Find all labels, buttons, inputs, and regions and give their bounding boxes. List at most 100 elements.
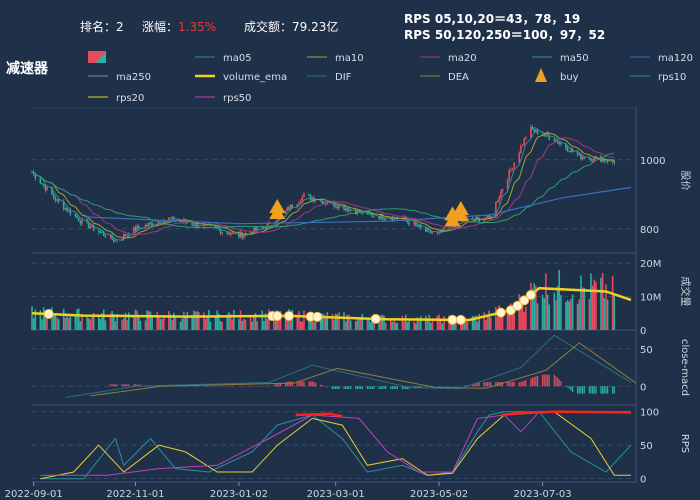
- volume-bar: [109, 313, 112, 330]
- volume-bar: [173, 312, 175, 330]
- candle-body: [76, 216, 78, 218]
- volume-bar: [441, 323, 444, 330]
- candle-body: [34, 173, 37, 179]
- candle-body: [256, 227, 259, 231]
- legend-label-ma120: ma120: [658, 53, 693, 64]
- rank-label: 排名：: [80, 20, 117, 34]
- volume-bar: [233, 309, 235, 330]
- candle-body: [276, 220, 279, 223]
- volume-bar: [346, 314, 349, 330]
- volume-bar: [588, 299, 591, 330]
- volume-bar: [465, 318, 467, 330]
- candle-body: [56, 199, 58, 201]
- volume-bar: [533, 283, 536, 330]
- volume-bar: [57, 319, 60, 330]
- volume-bar: [451, 322, 454, 330]
- candle-body: [284, 209, 287, 215]
- candle-body: [533, 129, 536, 132]
- volume-bar: [191, 315, 193, 330]
- candle-body: [286, 207, 289, 210]
- candle-body: [521, 145, 524, 147]
- volume-bar: [605, 284, 607, 330]
- volume-bar: [358, 317, 360, 330]
- candle-body: [198, 226, 200, 228]
- volume-bar: [209, 321, 212, 330]
- candle-body: [323, 202, 325, 204]
- legend-item-ma50: ma50: [532, 53, 589, 64]
- candle-body: [591, 160, 594, 162]
- candle-body: [424, 227, 427, 232]
- candle-body: [191, 222, 193, 226]
- legend-label-rps50: rps50: [223, 93, 251, 104]
- candle-body: [314, 200, 317, 202]
- volume-bar: [139, 320, 142, 330]
- volume-bar: [116, 313, 118, 330]
- volume-bar: [331, 313, 334, 330]
- volume-bar: [203, 312, 205, 330]
- candle-body: [112, 239, 115, 242]
- volume-bar: [543, 298, 546, 330]
- volume-bar: [64, 317, 67, 330]
- candle-body: [111, 235, 113, 240]
- xtick-label-1: 2022-11-01: [106, 489, 164, 500]
- ytick-label: 50: [640, 441, 653, 452]
- legend-item-rps50: rps50: [195, 93, 251, 104]
- candle-body: [101, 232, 103, 234]
- candle-body: [565, 143, 567, 149]
- candle-body: [74, 214, 77, 217]
- volume-bar: [231, 319, 234, 330]
- volume-bar: [394, 322, 397, 330]
- volume-bar: [132, 315, 135, 330]
- candle-body: [389, 218, 392, 220]
- candle-body: [326, 203, 329, 205]
- legend-label-ma20: ma20: [448, 53, 477, 64]
- volume-bar: [92, 312, 95, 330]
- candle-body: [214, 225, 217, 228]
- candle-body: [186, 222, 188, 224]
- candle-body: [333, 201, 335, 207]
- volume-bar: [39, 310, 42, 330]
- candle-body: [303, 193, 305, 198]
- volume-bar: [383, 315, 385, 330]
- volume-bar: [326, 312, 329, 330]
- volume-marker: [447, 314, 458, 325]
- legend-label-buy: buy: [560, 72, 579, 83]
- volume-bar: [266, 319, 269, 330]
- candle-body: [520, 146, 522, 153]
- volume-bar: [89, 319, 92, 330]
- volume-bar: [299, 321, 302, 330]
- candle-body: [126, 234, 128, 236]
- volume-bar: [334, 313, 337, 330]
- volume-bar: [273, 317, 275, 330]
- volume-bar: [333, 319, 335, 330]
- volume-bar: [218, 313, 220, 330]
- volume-bar: [473, 316, 475, 330]
- volume-bar: [439, 319, 442, 330]
- volume-bar: [498, 305, 500, 330]
- candle-body: [221, 232, 223, 234]
- volume-bar: [122, 318, 125, 330]
- volume-marker: [495, 307, 506, 318]
- candle-body: [66, 208, 68, 212]
- candle-body: [508, 170, 510, 180]
- candle-body: [548, 135, 551, 140]
- candle-body: [54, 197, 57, 201]
- turnover-value: 79.23亿: [292, 20, 339, 34]
- candle-body: [44, 185, 47, 191]
- volume-bar: [183, 311, 185, 330]
- volume-bar: [62, 308, 65, 330]
- volume-bar: [99, 319, 102, 330]
- candle-body: [109, 235, 112, 238]
- volume-bar: [314, 320, 317, 330]
- legend-item-ma10: ma10: [307, 53, 364, 64]
- change-label: 涨幅：: [142, 20, 179, 34]
- volume-bar: [566, 299, 569, 330]
- volume-bar: [413, 321, 415, 330]
- candle-body: [81, 219, 83, 224]
- volume-bar: [523, 311, 525, 330]
- volume-bar: [226, 314, 229, 330]
- volume-bar: [565, 301, 567, 330]
- candle-body: [298, 202, 300, 205]
- candle-body: [556, 140, 559, 143]
- xtick-label-4: 2023-05-02: [410, 489, 468, 500]
